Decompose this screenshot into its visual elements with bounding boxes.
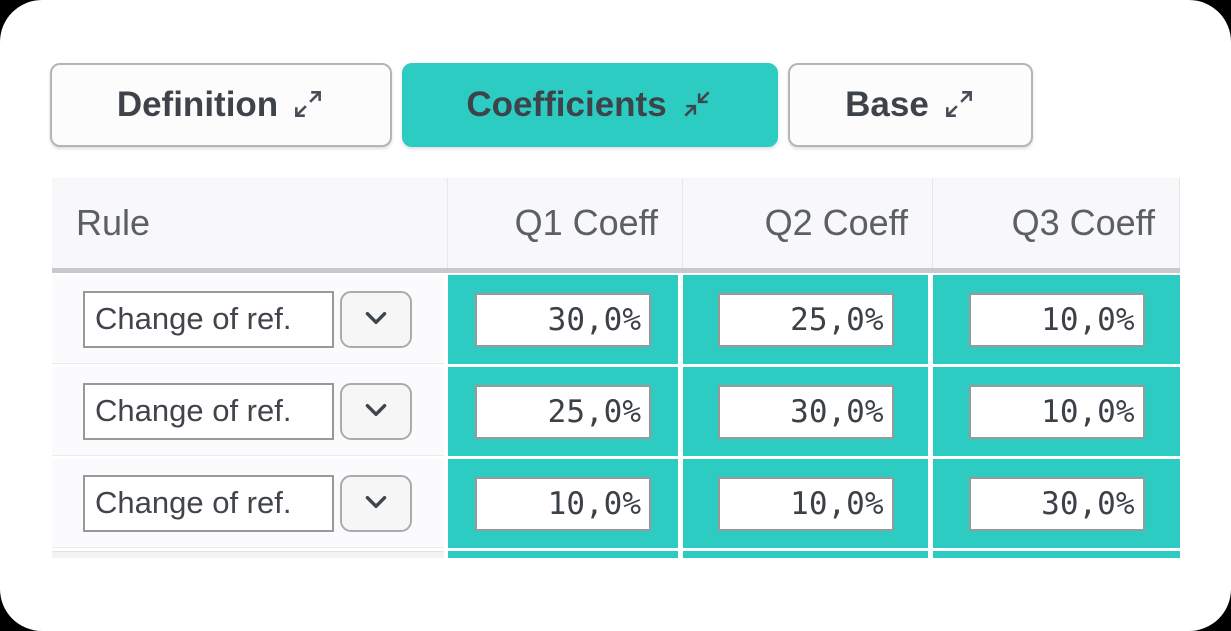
q3-coeff-cell [933,275,1180,367]
rule-dropdown-button[interactable] [340,382,412,440]
collapse-icon [680,84,714,127]
chevron-down-icon [361,487,391,520]
rule-input[interactable] [83,382,334,440]
q2-coeff-cell [683,275,933,367]
rule-cell-partial [52,551,444,558]
q1-coeff-cell [448,367,683,459]
q1-coeff-cell-partial [448,551,683,558]
q2-coeff-input[interactable] [717,476,894,531]
q2-coeff-input[interactable] [717,292,894,347]
q3-coeff-input[interactable] [968,292,1145,347]
tab-base[interactable]: Base [788,63,1033,147]
q3-coeff-input[interactable] [968,384,1145,439]
tab-definition-label: Definition [116,85,279,124]
q1-coeff-input[interactable] [475,384,651,439]
rule-cell [52,275,444,364]
table-header-row: Rule Q1 Coeff Q2 Coeff Q3 Coeff [52,178,1180,268]
q2-coeff-input[interactable] [717,384,894,439]
column-header-q3-coeff: Q3 Coeff [933,178,1180,268]
column-header-rule: Rule [52,178,448,268]
q3-coeff-cell-partial [933,551,1180,558]
rule-input[interactable] [83,474,334,532]
q3-coeff-input[interactable] [968,476,1145,531]
partial-next-row [52,551,1180,558]
chevron-down-icon [361,303,391,336]
expand-icon [291,84,325,127]
rule-input[interactable] [83,290,334,348]
table-row [52,367,1180,459]
tab-coefficients[interactable]: Coefficients [402,63,778,147]
coefficients-table: Rule Q1 Coeff Q2 Coeff Q3 Coeff [52,178,1180,558]
tab-coefficients-label: Coefficients [466,85,667,124]
rule-dropdown-button[interactable] [340,290,412,348]
table-row [52,459,1180,551]
q2-coeff-cell-partial [683,551,933,558]
q1-coeff-cell [448,459,683,551]
expand-icon [942,84,976,127]
table-body [52,273,1180,558]
q2-coeff-cell [683,367,933,459]
tab-definition[interactable]: Definition [50,63,392,147]
q1-coeff-input[interactable] [475,476,651,531]
q1-coeff-input[interactable] [475,292,651,347]
q1-coeff-cell [448,275,683,367]
tab-base-label: Base [845,85,929,124]
q3-coeff-cell [933,459,1180,551]
rule-cell [52,459,444,548]
header-divider [52,268,1180,273]
q2-coeff-cell [683,459,933,551]
column-header-q2-coeff: Q2 Coeff [683,178,933,268]
rule-dropdown-button[interactable] [340,474,412,532]
section-tabs: Definition Coefficients Base [50,63,1033,147]
rule-cell [52,367,444,456]
chevron-down-icon [361,395,391,428]
column-header-q1-coeff: Q1 Coeff [448,178,683,268]
table-row [52,275,1180,367]
q3-coeff-cell [933,367,1180,459]
